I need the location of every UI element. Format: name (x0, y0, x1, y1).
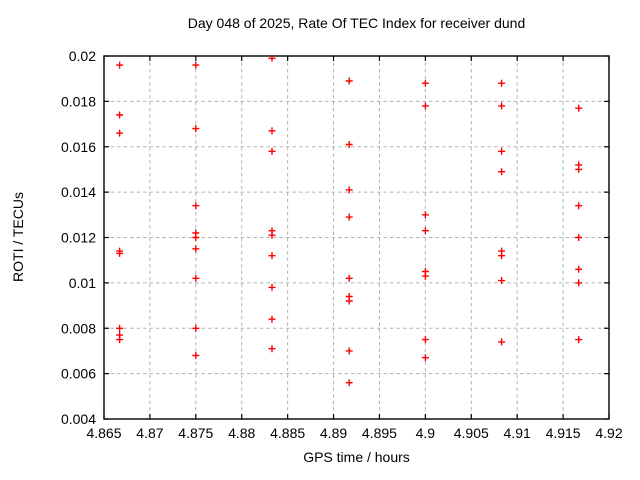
y-tick-label: 0.006 (61, 366, 96, 382)
x-axis-label: GPS time / hours (303, 449, 410, 465)
data-point (575, 234, 583, 241)
data-point (498, 252, 506, 260)
data-point (498, 79, 506, 87)
data-point (116, 336, 124, 344)
data-point (192, 202, 200, 210)
data-point (498, 102, 506, 110)
data-point (421, 336, 429, 344)
data-point (268, 54, 276, 62)
y-tick-label: 0.012 (61, 230, 96, 246)
y-tick-label: 0.016 (61, 139, 96, 155)
data-point (345, 186, 353, 194)
y-tick-label: 0.02 (69, 48, 96, 64)
data-point (192, 245, 200, 253)
y-tick-label: 0.008 (61, 320, 96, 336)
x-tick-label: 4.87 (136, 425, 163, 441)
data-point (575, 265, 583, 273)
data-point (421, 102, 429, 110)
data-point (421, 79, 429, 87)
y-tick-label: 0.01 (69, 275, 96, 291)
x-tick-label: 4.9 (416, 425, 436, 441)
chart-title: Day 048 of 2025, Rate Of TEC Index for r… (187, 15, 526, 31)
data-point (192, 324, 200, 332)
x-tick-label: 4.88 (228, 425, 255, 441)
data-point (575, 165, 583, 173)
data-point (192, 61, 200, 69)
x-tick-label: 4.915 (546, 425, 581, 441)
data-point (116, 111, 124, 119)
data-point (268, 315, 276, 323)
data-point (575, 336, 583, 344)
data-point (498, 277, 506, 285)
data-point (116, 324, 124, 332)
data-point (421, 354, 429, 362)
data-point (421, 272, 429, 280)
data-point (268, 127, 276, 135)
data-point (345, 297, 353, 305)
x-tick-label: 4.895 (362, 425, 397, 441)
data-point (421, 227, 429, 235)
data-point (268, 283, 276, 291)
data-point (498, 338, 506, 346)
x-tick-label: 4.875 (178, 425, 213, 441)
y-tick-label: 0.018 (61, 93, 96, 109)
x-tick-label: 4.89 (320, 425, 347, 441)
data-point (575, 104, 583, 112)
data-point (421, 211, 429, 219)
data-point (575, 202, 583, 210)
x-tick-label: 4.92 (595, 425, 622, 441)
data-point (268, 147, 276, 155)
data-point (192, 352, 200, 359)
x-tick-label: 4.905 (454, 425, 489, 441)
data-point (345, 213, 353, 221)
data-point (345, 141, 353, 148)
data-point (345, 379, 353, 387)
data-point (116, 61, 124, 69)
data-point (116, 129, 124, 137)
data-point (116, 249, 124, 257)
data-point (498, 168, 506, 176)
y-tick-label: 0.014 (61, 184, 96, 200)
data-point (268, 252, 276, 260)
data-point (575, 279, 583, 287)
x-tick-label: 4.91 (504, 425, 531, 441)
data-point (192, 274, 200, 282)
data-point (345, 77, 353, 85)
data-point (345, 274, 353, 282)
data-point (192, 234, 200, 241)
data-point (268, 345, 276, 353)
data-point (498, 147, 506, 155)
data-point (345, 347, 353, 355)
y-tick-label: 0.004 (61, 411, 96, 427)
x-tick-label: 4.885 (270, 425, 305, 441)
data-point (192, 125, 200, 133)
x-tick-label: 4.865 (86, 425, 121, 441)
data-point (268, 231, 276, 239)
